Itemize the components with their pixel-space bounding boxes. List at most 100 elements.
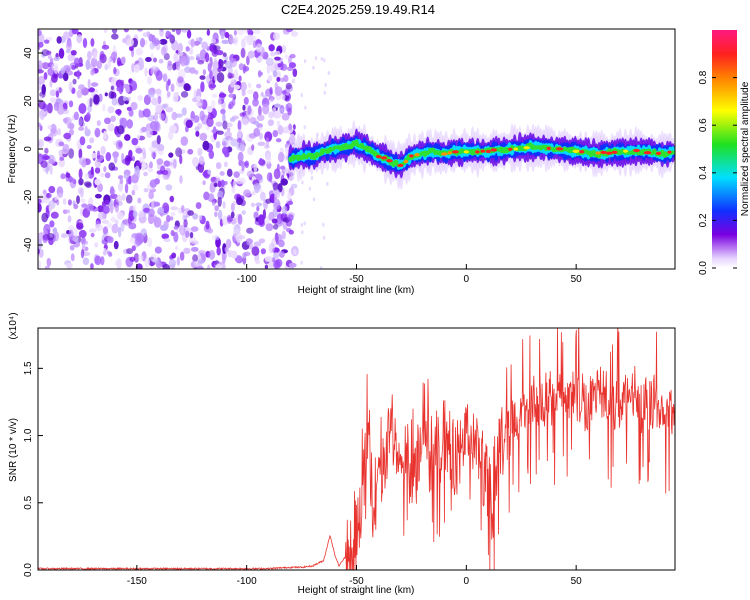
heatmap-noise-blob bbox=[70, 253, 75, 262]
heatmap-y-tick-label: -20 bbox=[23, 189, 34, 204]
heatmap-noise-blob bbox=[126, 248, 134, 255]
heatmap-noise-blob bbox=[163, 160, 171, 167]
heatmap-noise-blob bbox=[138, 109, 142, 118]
heatmap-noise-blob bbox=[134, 165, 140, 176]
heatmap-noise-blob bbox=[177, 42, 184, 53]
heatmap-noise-blob bbox=[147, 167, 154, 173]
heatmap-noise-blob bbox=[230, 78, 235, 88]
heatmap-noise-blob bbox=[65, 49, 71, 54]
heatmap-noise-blob bbox=[168, 33, 173, 40]
heatmap-noise-blob bbox=[51, 74, 58, 83]
heatmap-noise-blob bbox=[38, 239, 43, 250]
heatmap-noise-blob bbox=[132, 210, 138, 218]
heatmap-noise-blob bbox=[273, 251, 280, 259]
heatmap-noise-blob bbox=[162, 103, 168, 108]
heatmap-noise-blob bbox=[222, 52, 227, 57]
heatmap-noise-blob bbox=[63, 31, 71, 40]
heatmap-noise-blob bbox=[65, 172, 71, 178]
heatmap-noise-blob bbox=[94, 127, 101, 138]
heatmap-noise-blob bbox=[236, 137, 242, 143]
heatmap-noise-blob bbox=[257, 69, 262, 78]
heatmap-noise-blob bbox=[143, 94, 151, 106]
heatmap-noise-blob bbox=[183, 219, 188, 228]
heatmap-noise-blob bbox=[217, 196, 222, 207]
heatmap-x-tick-label: -50 bbox=[349, 274, 364, 285]
heatmap-noise-blob bbox=[287, 200, 294, 206]
heatmap-noise-blob bbox=[96, 120, 101, 127]
heatmap-noise-blob bbox=[246, 55, 250, 66]
heatmap-noise-blob bbox=[169, 195, 175, 203]
snr-y-tick-label: 0.0 bbox=[23, 563, 34, 577]
heatmap-noise-blob bbox=[253, 163, 258, 173]
heatmap-noise-blob bbox=[60, 233, 68, 239]
heatmap-noise-blob bbox=[281, 112, 290, 121]
heatmap-noise-blob bbox=[240, 47, 246, 59]
heatmap-noise-blob bbox=[198, 155, 205, 165]
heatmap-noise-blob bbox=[149, 179, 157, 188]
heatmap-noise-blob bbox=[170, 212, 176, 217]
heatmap-noise-blob bbox=[157, 206, 165, 214]
heatmap-noise-blob bbox=[66, 262, 73, 269]
heatmap-noise-blob bbox=[285, 82, 292, 90]
heatmap-noise-blob bbox=[281, 90, 287, 95]
heatmap-noise-blob bbox=[277, 63, 282, 68]
heatmap-noise-blob bbox=[153, 40, 162, 45]
heatmap-noise-blob bbox=[103, 165, 107, 173]
heatmap-noise-blob bbox=[265, 153, 272, 165]
heatmap-noise-blob bbox=[63, 116, 72, 125]
heatmap-track-core bbox=[441, 152, 448, 156]
heatmap-noise-blob bbox=[168, 258, 177, 268]
heatmap-noise-blob bbox=[47, 53, 52, 60]
heatmap-noise-blob bbox=[274, 86, 283, 96]
heatmap-noise-blob bbox=[123, 29, 130, 33]
heatmap-noise-blob bbox=[228, 93, 235, 98]
heatmap-noise-blob bbox=[256, 114, 265, 122]
heatmap-noise-blob bbox=[172, 92, 179, 103]
heatmap-noise-blob bbox=[38, 29, 42, 36]
heatmap-noise-blob bbox=[265, 90, 269, 96]
heatmap-noise-blob bbox=[49, 97, 57, 103]
heatmap-noise-blob bbox=[179, 175, 183, 184]
heatmap-noise-blob bbox=[78, 168, 83, 180]
heatmap-noise-blob bbox=[85, 112, 91, 121]
heatmap-noise-blob bbox=[118, 141, 123, 148]
heatmap-noise-blob bbox=[292, 248, 297, 255]
heatmap-noise-blob bbox=[243, 96, 249, 105]
heatmap-noise-blob bbox=[72, 78, 77, 85]
heatmap-noise-blob bbox=[62, 209, 68, 215]
heatmap-noise-blob bbox=[281, 205, 288, 215]
heatmap-noise-blob bbox=[89, 97, 93, 108]
heatmap-y-tick-label: -40 bbox=[23, 237, 34, 252]
heatmap-noise-blob bbox=[119, 178, 124, 185]
heatmap-noise-blob bbox=[192, 156, 199, 167]
heatmap-noise-blob bbox=[60, 173, 66, 180]
heatmap-noise-blob bbox=[160, 29, 164, 32]
heatmap-noise-blob bbox=[61, 108, 70, 115]
heatmap-x-ticks: -150 -100 -50 0 50 bbox=[127, 264, 582, 285]
heatmap-noise-blob bbox=[123, 173, 129, 179]
heatmap-noise-blob bbox=[216, 246, 221, 256]
heatmap-noise-blob bbox=[175, 245, 179, 251]
heatmap-noise-blob bbox=[215, 162, 222, 170]
heatmap-noise-blob bbox=[116, 194, 123, 204]
heatmap-noise-blob bbox=[290, 183, 298, 189]
heatmap-noise-blob bbox=[247, 29, 253, 34]
heatmap-noise-blob bbox=[120, 221, 125, 232]
heatmap-noise-blob bbox=[255, 259, 261, 265]
heatmap-noise-blob bbox=[243, 251, 251, 257]
heatmap-noise-blob bbox=[133, 64, 140, 73]
heatmap-noise-blob bbox=[153, 57, 157, 63]
heatmap-noise-blob bbox=[254, 173, 263, 181]
heatmap-noise-blob bbox=[284, 54, 289, 60]
heatmap-noise-blob bbox=[68, 148, 75, 159]
heatmap-noise-blob bbox=[244, 160, 250, 169]
heatmap-noise-blob bbox=[247, 89, 254, 94]
heatmap-noise-blob bbox=[274, 189, 281, 199]
heatmap-noise-blob bbox=[60, 67, 66, 75]
heatmap-noise-blob bbox=[201, 41, 208, 50]
heatmap-noise-blob bbox=[223, 161, 228, 168]
heatmap-noise-blob bbox=[77, 187, 84, 195]
heatmap-noise-blob bbox=[150, 253, 158, 263]
heatmap-noise-blob bbox=[300, 222, 304, 227]
heatmap-y-tick-label: 40 bbox=[23, 47, 34, 59]
